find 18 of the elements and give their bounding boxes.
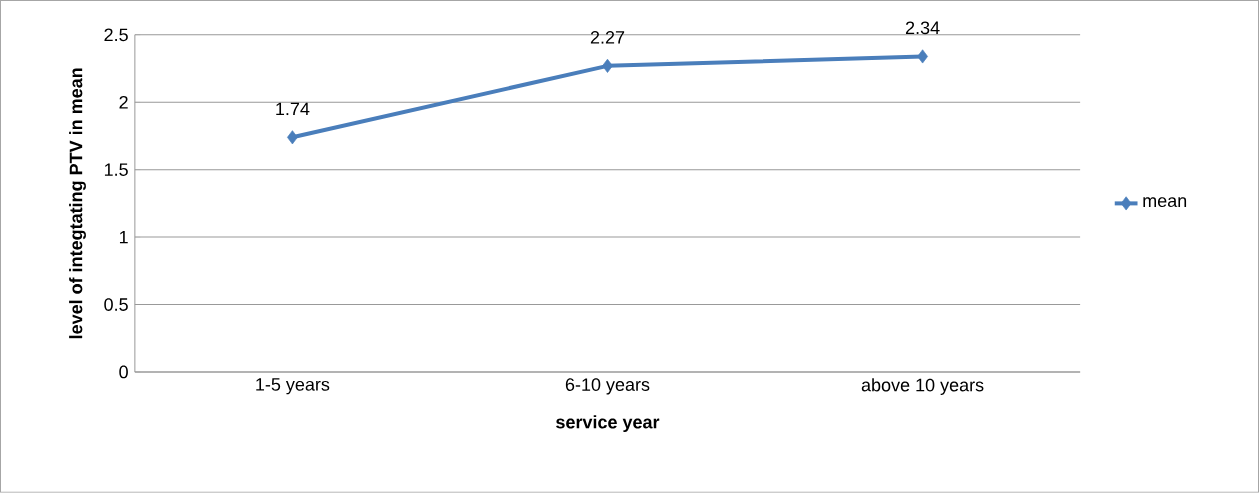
y-tick-label: 0.5: [104, 298, 128, 311]
legend-label: mean: [1143, 197, 1187, 208]
y-tick-label: 1: [119, 231, 128, 244]
y-tick-label: 1.5: [104, 163, 128, 177]
y-tick-label: 2: [119, 96, 128, 109]
x-tick-label: 1-5 years: [256, 378, 330, 395]
point: [917, 49, 928, 64]
x-tick-label: above 10 years: [861, 378, 984, 396]
x-axis-title: service year: [556, 415, 660, 433]
y-axis-title: level of integtating PTV in mean: [69, 68, 86, 339]
point: [287, 130, 298, 145]
y-tick-label: 0: [119, 365, 128, 379]
x-tick-label: 6-10 years: [565, 378, 650, 395]
data-label: 2.34: [905, 21, 940, 35]
data-label: 2.27: [590, 31, 625, 44]
point: [602, 58, 613, 73]
y-tick-label: 2.5: [104, 28, 128, 42]
data-label: 1.74: [276, 102, 310, 116]
